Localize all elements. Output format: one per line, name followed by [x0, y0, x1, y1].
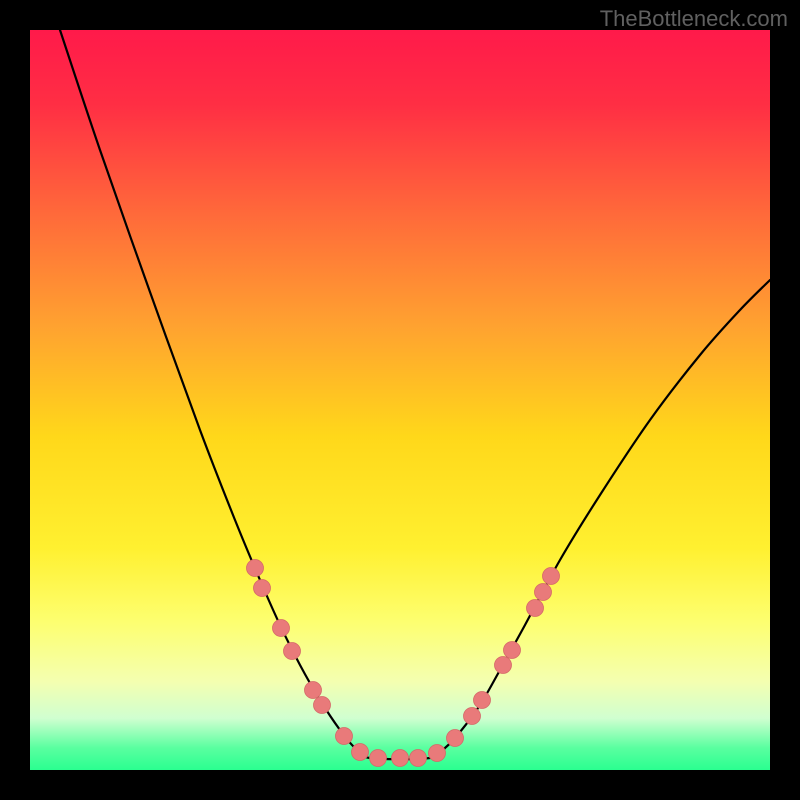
data-marker	[527, 600, 544, 617]
data-marker	[314, 697, 331, 714]
data-marker	[336, 728, 353, 745]
data-marker	[447, 730, 464, 747]
data-marker	[392, 750, 409, 767]
data-marker	[535, 584, 552, 601]
data-marker	[474, 692, 491, 709]
plot-svg	[0, 0, 800, 800]
data-marker	[429, 745, 446, 762]
data-marker	[370, 750, 387, 767]
data-marker	[247, 560, 264, 577]
watermark-label: TheBottleneck.com	[600, 6, 788, 32]
data-marker	[305, 682, 322, 699]
data-marker	[543, 568, 560, 585]
data-marker	[273, 620, 290, 637]
data-marker	[284, 643, 301, 660]
data-marker	[352, 744, 369, 761]
data-marker	[410, 750, 427, 767]
data-marker	[254, 580, 271, 597]
bottleneck-curve	[60, 30, 770, 759]
chart-container: TheBottleneck.com	[0, 0, 800, 800]
data-marker	[495, 657, 512, 674]
data-marker	[504, 642, 521, 659]
data-marker	[464, 708, 481, 725]
